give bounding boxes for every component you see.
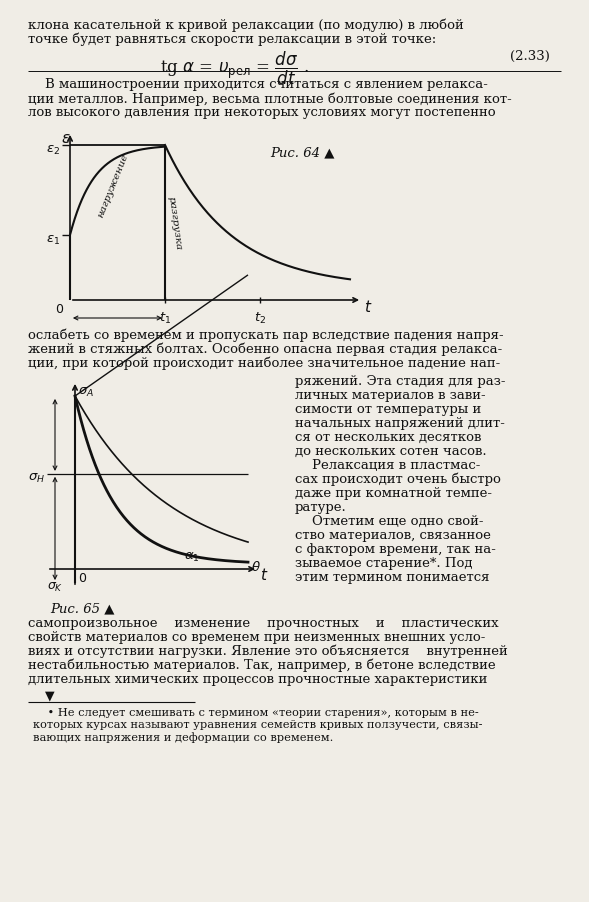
Text: лов высокого давления при некоторых условиях могут постепенно: лов высокого давления при некоторых усло… [28, 106, 495, 119]
Text: с фактором времени, так на-: с фактором времени, так на- [295, 542, 496, 556]
Text: (2.33): (2.33) [510, 50, 550, 63]
Text: $t_2$: $t_2$ [254, 310, 266, 326]
Text: виях и отсутствии нагрузки. Явление это объясняется    внутренней: виях и отсутствии нагрузки. Явление это … [28, 644, 508, 658]
Text: $t$: $t$ [364, 299, 372, 315]
Text: $\varepsilon_1$: $\varepsilon_1$ [46, 234, 60, 246]
Text: этим термином понимается: этим термином понимается [295, 570, 489, 584]
Text: ряжений. Эта стадия для раз-: ряжений. Эта стадия для раз- [295, 374, 505, 388]
Text: сах происходит очень быстро: сах происходит очень быстро [295, 473, 501, 486]
Text: $\varepsilon$: $\varepsilon$ [61, 132, 71, 146]
Text: ство материалов, связанное: ство материалов, связанное [295, 529, 491, 541]
Text: ослабеть со временем и пропускать пар вследствие падения напря-: ослабеть со временем и пропускать пар вс… [28, 328, 504, 342]
Text: которых курсах называют уравнения семейств кривых ползучести, связы-: которых курсах называют уравнения семейс… [33, 719, 482, 729]
Text: $\sigma_H$: $\sigma_H$ [28, 472, 45, 485]
Text: Рис. 64 ▲: Рис. 64 ▲ [270, 146, 335, 159]
Text: В машиностроении приходится считаться с явлением релакса-: В машиностроении приходится считаться с … [28, 78, 488, 91]
Text: ции, при которой происходит наиболее значительное падение нап-: ции, при которой происходит наиболее зна… [28, 356, 500, 370]
Text: • Не следует смешивать с термином «теории старения», которым в не-: • Не следует смешивать с термином «теори… [33, 707, 479, 717]
Text: Релаксация в пластмас-: Релаксация в пластмас- [295, 458, 481, 472]
Text: $\alpha_1$: $\alpha_1$ [184, 550, 200, 564]
Text: самопроизвольное    изменение    прочностных    и    пластических: самопроизвольное изменение прочностных и… [28, 616, 499, 630]
Text: жений в стяжных болтах. Особенно опасна первая стадия релакса-: жений в стяжных болтах. Особенно опасна … [28, 343, 502, 356]
Text: начальных напряжений длит-: начальных напряжений длит- [295, 417, 505, 429]
Text: ся от нескольких десятков: ся от нескольких десятков [295, 430, 481, 444]
Text: Рис. 65 ▲: Рис. 65 ▲ [50, 602, 114, 614]
Text: $t_1$: $t_1$ [159, 310, 171, 326]
Text: ▼: ▼ [45, 688, 55, 701]
Text: Отметим еще одно свой-: Отметим еще одно свой- [295, 514, 484, 528]
Text: до нескольких сотен часов.: до нескольких сотен часов. [295, 445, 487, 457]
Text: $0$: $0$ [78, 571, 87, 584]
Text: нестабильностью материалов. Так, например, в бетоне вследствие: нестабильностью материалов. Так, наприме… [28, 658, 495, 672]
Text: tg $\alpha$ = $\upsilon_{\rm рел}$ = $\dfrac{d\sigma}{dt}$ .: tg $\alpha$ = $\upsilon_{\rm рел}$ = $\d… [160, 50, 309, 87]
Text: вающих напряжения и деформации со временем.: вающих напряжения и деформации со времен… [33, 732, 333, 742]
Text: $\theta$: $\theta$ [251, 559, 261, 574]
Text: $\varepsilon_2$: $\varepsilon_2$ [46, 143, 60, 156]
Text: клона касательной к кривой релаксации (по модулю) в любой: клона касательной к кривой релаксации (п… [28, 18, 464, 32]
Text: ратуре.: ратуре. [295, 501, 347, 513]
Text: точке будет равняться скорости релаксации в этой точке:: точке будет равняться скорости релаксаци… [28, 32, 436, 45]
Text: свойств материалов со временем при неизменных внешних усло-: свойств материалов со временем при неизм… [28, 630, 485, 643]
Text: зываемое старение*. Под: зываемое старение*. Под [295, 557, 472, 569]
Text: разгрузка: разгрузка [167, 196, 183, 251]
Text: $\sigma_A$: $\sigma_A$ [78, 385, 94, 399]
Text: даже при комнатной темпе-: даже при комнатной темпе- [295, 486, 492, 500]
Text: личных материалов в зави-: личных материалов в зави- [295, 389, 485, 401]
Text: длительных химических процессов прочностные характеристики: длительных химических процессов прочност… [28, 672, 487, 686]
Text: $0$: $0$ [55, 303, 64, 316]
Text: нагружение: нагружение [95, 152, 130, 219]
Text: $t$: $t$ [260, 566, 269, 583]
Text: симости от температуры и: симости от температуры и [295, 402, 481, 416]
Text: $\sigma_K$: $\sigma_K$ [47, 580, 63, 593]
Text: ции металлов. Например, весьма плотные болтовые соединения кот-: ции металлов. Например, весьма плотные б… [28, 92, 512, 106]
